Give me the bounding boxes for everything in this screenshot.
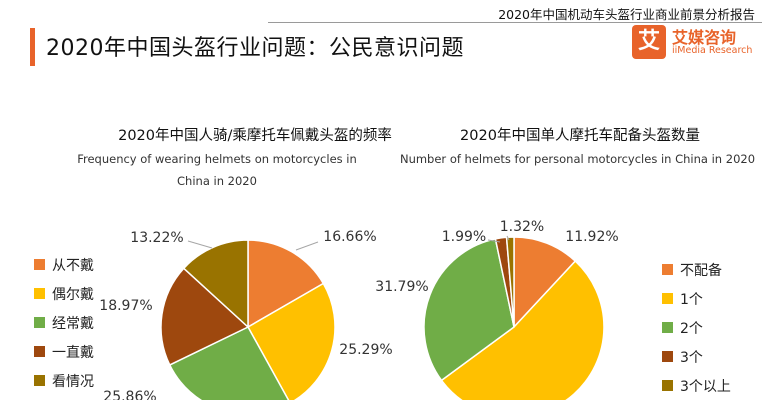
chart1-slice-4 — [160, 267, 250, 366]
chart1-legend-swatch-3 — [34, 317, 45, 328]
chart1-data-label-3: 25.86% — [103, 389, 156, 400]
chart1-legend-label-5: 看情况 — [52, 374, 94, 390]
chart2-legend-swatch-4 — [662, 351, 673, 362]
chart2-legend-label-2: 1个 — [680, 292, 703, 308]
chart2-legend-swatch-2 — [662, 293, 673, 304]
logo-name-en: iiMedia Research — [672, 45, 753, 56]
page-title: 2020年中国头盔行业问题：公民意识问题 — [46, 36, 464, 61]
chart2-title: 2020年中国单人摩托车配备头盔数量 — [460, 128, 700, 144]
logo-mark-icon: 艾 — [632, 25, 666, 59]
chart2-data-label-3: 31.79% — [375, 279, 428, 295]
chart1-slice-2 — [246, 282, 336, 400]
chart2-data-label-5: 1.32% — [500, 219, 544, 235]
chart1-leader-line-1 — [295, 241, 319, 251]
chart1-slice-1 — [247, 239, 325, 329]
chart2-data-label-4: 1.99% — [442, 229, 486, 245]
chart1-data-label-4: 18.97% — [99, 298, 152, 314]
chart1-legend-label-4: 一直戴 — [52, 345, 94, 361]
chart2-legend-label-1: 不配备 — [680, 263, 722, 279]
chart1-data-label-5: 13.22% — [130, 230, 183, 246]
title-accent-bar — [30, 28, 35, 66]
chart1-legend-label-1: 从不戴 — [52, 258, 94, 274]
chart2-legend-label-5: 3个以上 — [680, 379, 731, 395]
chart1-legend-swatch-2 — [34, 288, 45, 299]
chart2-legend-label-4: 3个 — [680, 350, 703, 366]
chart1-legend-label-2: 偶尔戴 — [52, 287, 94, 303]
iimedia-logo: 艾 艾媒咨询 iiMedia Research — [632, 24, 764, 60]
header-divider — [268, 22, 762, 23]
chart1-legend-swatch-4 — [34, 346, 45, 357]
chart1-slice-5 — [182, 239, 249, 329]
chart2-legend-swatch-3 — [662, 322, 673, 333]
chart1-title: 2020年中国人骑/乘摩托车佩戴头盔的频率 — [118, 128, 392, 144]
chart2-slice-2 — [440, 260, 605, 400]
chart1-data-label-1: 16.66% — [323, 229, 376, 245]
chart1-legend-label-3: 经常戴 — [52, 316, 94, 332]
chart2-slice-5 — [505, 236, 515, 328]
chart2-slice-1 — [513, 236, 577, 329]
chart2-legend-swatch-1 — [662, 264, 673, 275]
logo-name-cn: 艾媒咨询 — [672, 28, 737, 47]
chart1-legend-swatch-5 — [34, 375, 45, 386]
chart2-subtitle: Number of helmets for personal motorcycl… — [399, 152, 756, 166]
report-tag: 2020年中国机动车头盔行业商业前景分析报告 — [498, 7, 755, 22]
chart1-legend-swatch-1 — [34, 259, 45, 270]
chart2-legend-label-3: 2个 — [680, 321, 703, 337]
chart2-leader-line-5 — [506, 235, 510, 241]
chart1-data-label-2: 25.29% — [339, 342, 392, 358]
chart1-subtitle: Frequency of wearing helmets on motorcyc… — [77, 152, 357, 188]
chart2-data-label-1: 11.92% — [565, 229, 618, 245]
chart1-slice-3 — [168, 326, 290, 400]
chart1-leader-line-5 — [187, 240, 213, 249]
chart2-legend-swatch-5 — [662, 380, 673, 391]
chart2-slice-3 — [423, 238, 515, 382]
chart2-leader-line-4 — [487, 239, 501, 243]
